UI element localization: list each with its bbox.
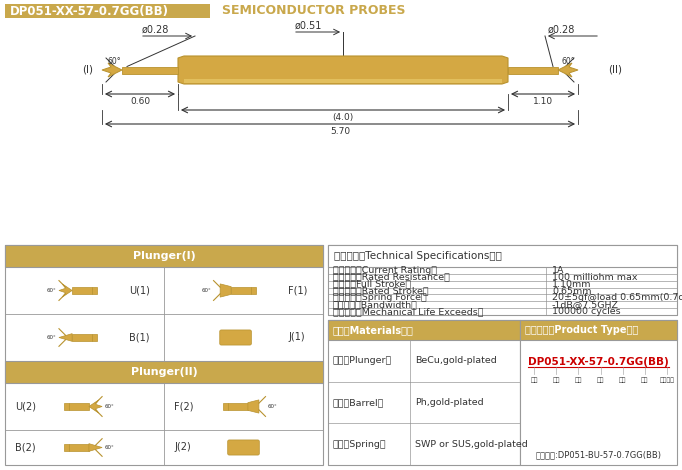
Text: 系列: 系列 [530, 377, 537, 383]
FancyBboxPatch shape [328, 245, 677, 267]
FancyBboxPatch shape [69, 444, 89, 451]
Text: 60°: 60° [108, 56, 121, 65]
Text: 60°: 60° [202, 288, 211, 293]
Text: 0.65mm: 0.65mm [552, 287, 591, 296]
Text: (I): (I) [83, 65, 93, 75]
FancyBboxPatch shape [222, 403, 228, 410]
Text: (II): (II) [608, 65, 622, 75]
Polygon shape [248, 400, 259, 413]
Polygon shape [89, 400, 102, 413]
Text: 镀金: 镀金 [641, 377, 649, 383]
Text: 成品型号（Product Type）：: 成品型号（Product Type）： [525, 325, 638, 335]
Text: 针头材质: 针头材质 [659, 377, 674, 383]
Text: F(2): F(2) [174, 401, 194, 412]
Text: 100000 cycles: 100000 cycles [552, 307, 621, 316]
Text: 频率带宽（Bandwidth）: 频率带宽（Bandwidth） [333, 300, 418, 309]
FancyBboxPatch shape [72, 287, 92, 294]
Text: 额定行程（Rated Stroke）: 额定行程（Rated Stroke） [333, 287, 428, 296]
FancyBboxPatch shape [520, 320, 677, 465]
Text: -1dB@7.5GHZ: -1dB@7.5GHZ [552, 300, 619, 309]
Text: DP051-XX-57-0.7GG(BB): DP051-XX-57-0.7GG(BB) [10, 5, 169, 17]
FancyBboxPatch shape [122, 66, 178, 73]
FancyBboxPatch shape [231, 287, 251, 294]
Polygon shape [178, 56, 508, 84]
Text: 材质（Materials）：: 材质（Materials）： [333, 325, 414, 335]
FancyBboxPatch shape [228, 403, 248, 410]
Polygon shape [102, 63, 122, 77]
Text: 技术要求（Technical Specifications）：: 技术要求（Technical Specifications）： [334, 251, 502, 261]
Text: 弹力: 弹力 [619, 377, 626, 383]
Text: 60°: 60° [47, 288, 57, 293]
Text: 5.70: 5.70 [330, 127, 350, 136]
Text: SEMICONDUCTOR PROBES: SEMICONDUCTOR PROBES [222, 5, 406, 17]
FancyBboxPatch shape [508, 66, 558, 73]
FancyBboxPatch shape [5, 361, 323, 383]
Text: ø0.51: ø0.51 [295, 21, 323, 31]
Text: Plunger(II): Plunger(II) [131, 367, 197, 377]
Text: 规格: 规格 [552, 377, 560, 383]
Text: DP051-XX-57-0.7GG(BB): DP051-XX-57-0.7GG(BB) [528, 357, 669, 367]
Text: 20±5gf@load 0.65mm(0.7oz): 20±5gf@load 0.65mm(0.7oz) [552, 293, 682, 302]
Text: ø0.28: ø0.28 [548, 25, 576, 35]
Text: 60°: 60° [104, 404, 114, 409]
Polygon shape [558, 63, 578, 77]
Text: 额定弹力（Spring Force）: 额定弹力（Spring Force） [333, 293, 427, 302]
FancyBboxPatch shape [251, 287, 256, 294]
Text: Ph,gold-plated: Ph,gold-plated [415, 398, 484, 407]
Polygon shape [59, 334, 72, 341]
FancyBboxPatch shape [92, 334, 98, 341]
FancyBboxPatch shape [328, 320, 520, 340]
FancyBboxPatch shape [220, 330, 252, 345]
Polygon shape [184, 79, 502, 83]
FancyBboxPatch shape [328, 245, 677, 315]
FancyBboxPatch shape [63, 444, 69, 451]
FancyBboxPatch shape [328, 320, 520, 465]
Text: 满行程（Full Stroke）: 满行程（Full Stroke） [333, 280, 411, 289]
Text: 0.60: 0.60 [130, 97, 150, 106]
Text: 测试寿命（Mechanical Life Exceeds）: 测试寿命（Mechanical Life Exceeds） [333, 307, 484, 316]
FancyBboxPatch shape [5, 245, 323, 267]
Text: 订购举例:DP051-BU-57-0.7GG(BB): 订购举例:DP051-BU-57-0.7GG(BB) [535, 451, 662, 460]
Text: 1A: 1A [552, 266, 565, 275]
Text: U(2): U(2) [15, 401, 36, 412]
Text: 100 milliohm max: 100 milliohm max [552, 273, 638, 282]
Text: 头型: 头型 [574, 377, 582, 383]
Polygon shape [59, 284, 72, 297]
Text: F(1): F(1) [288, 285, 308, 296]
FancyBboxPatch shape [63, 403, 69, 410]
Text: 针头（Plunger）: 针头（Plunger） [333, 356, 392, 365]
Text: B(2): B(2) [15, 442, 35, 453]
Text: 总长: 总长 [597, 377, 604, 383]
FancyBboxPatch shape [5, 4, 210, 18]
Text: 额定电阴（Rated Resistance）: 额定电阴（Rated Resistance） [333, 273, 450, 282]
FancyBboxPatch shape [5, 245, 323, 465]
FancyBboxPatch shape [228, 440, 259, 455]
Text: 针管（Barrel）: 针管（Barrel） [333, 398, 385, 407]
Text: 60°: 60° [562, 56, 576, 65]
FancyBboxPatch shape [92, 287, 98, 294]
Text: 额定电流（Current Rating）: 额定电流（Current Rating） [333, 266, 437, 275]
Polygon shape [89, 444, 102, 451]
Text: BeCu,gold-plated: BeCu,gold-plated [415, 356, 496, 365]
Text: 60°: 60° [268, 404, 278, 409]
FancyBboxPatch shape [69, 403, 89, 410]
FancyBboxPatch shape [520, 320, 677, 340]
Polygon shape [220, 284, 231, 297]
Text: 弹簧（Spring）: 弹簧（Spring） [333, 439, 387, 449]
Text: U(1): U(1) [129, 285, 150, 296]
Text: B(1): B(1) [129, 332, 149, 343]
Text: 60°: 60° [47, 335, 57, 340]
Text: ø0.28: ø0.28 [142, 25, 169, 35]
FancyBboxPatch shape [72, 334, 92, 341]
Text: Plunger(I): Plunger(I) [132, 251, 195, 261]
Text: SWP or SUS,gold-plated: SWP or SUS,gold-plated [415, 439, 528, 449]
Text: 60°: 60° [104, 445, 114, 450]
Text: 1.10mm: 1.10mm [552, 280, 591, 289]
Text: (4.0): (4.0) [332, 113, 354, 122]
Text: J(2): J(2) [174, 442, 191, 453]
Text: 1.10: 1.10 [533, 97, 553, 106]
Text: J(1): J(1) [288, 332, 305, 343]
